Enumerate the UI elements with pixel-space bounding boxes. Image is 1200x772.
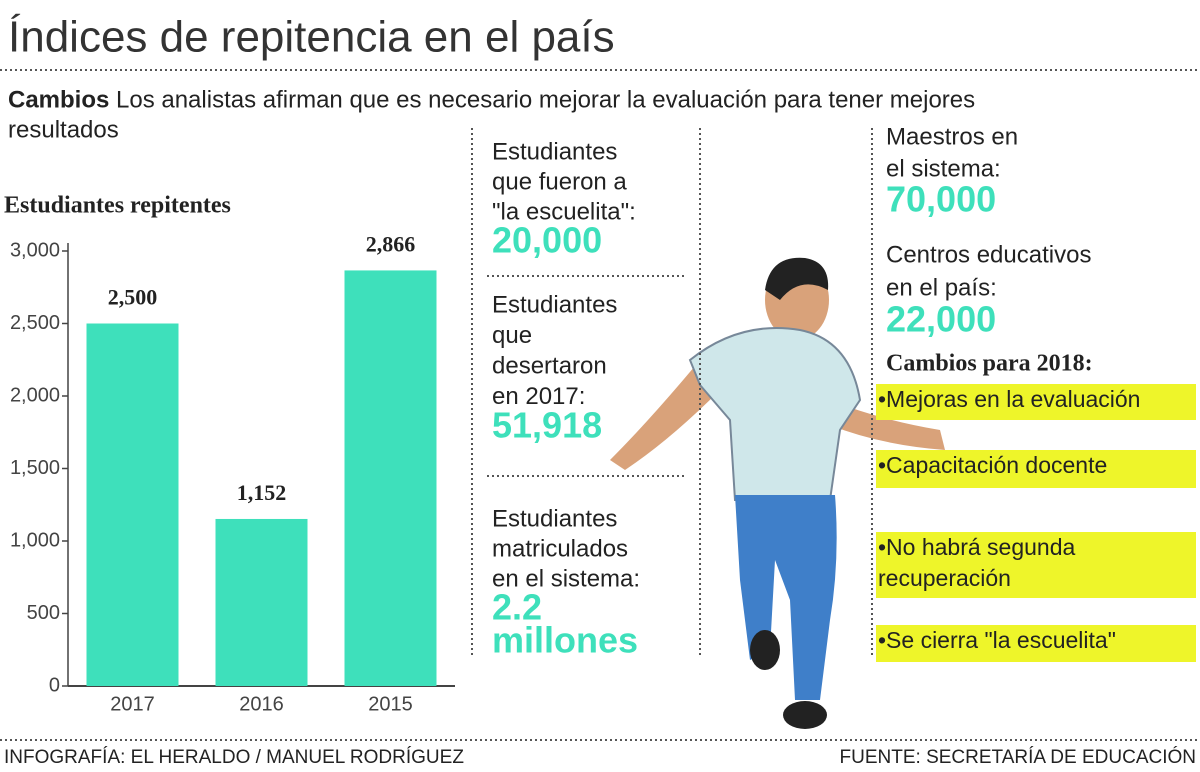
bar <box>215 518 308 686</box>
highlight-box <box>876 625 1196 662</box>
title: Índices de repitencia en el país <box>8 13 615 62</box>
stat-label: en el país: <box>886 274 997 301</box>
y-tick-label: 0 <box>49 674 60 696</box>
change-item: •Mejoras en la evaluación <box>878 386 1140 412</box>
changes-title: Cambios para 2018: <box>886 351 1093 377</box>
stat-label: el sistema: <box>886 155 1001 182</box>
value-label: 2,866 <box>366 231 416 256</box>
stat-label: que fueron a <box>492 168 627 195</box>
y-tick-label: 3,000 <box>10 239 60 261</box>
stat-label: en 2017: <box>492 383 585 410</box>
bar <box>344 270 437 686</box>
bar <box>86 323 179 686</box>
change-item: •Se cierra "la escuelita" <box>878 627 1116 653</box>
stat-value: 51,918 <box>492 405 602 446</box>
highlight-box <box>876 532 1196 598</box>
y-tick-label: 500 <box>27 602 60 624</box>
stat-value: millones <box>492 620 638 661</box>
stat-label: Maestros en <box>886 123 1018 150</box>
x-tick-label: 2017 <box>110 693 155 715</box>
y-tick-label: 2,000 <box>10 384 60 406</box>
y-tick-label: 1,500 <box>10 457 60 479</box>
stat-value: 2.2 <box>492 587 542 628</box>
stat-label: matriculados <box>492 535 628 562</box>
lead-text: Los analistas afirman que es necesario m… <box>116 86 975 113</box>
stat-label: que <box>492 322 532 349</box>
change-item: •No habrá segunda <box>878 534 1076 560</box>
value-label: 2,500 <box>108 285 158 310</box>
stat-label: Estudiantes <box>492 291 617 318</box>
stat-value: 20,000 <box>492 220 602 261</box>
footer-credit: INFOGRAFÍA: EL HERALDO / MANUEL RODRÍGUE… <box>4 747 464 768</box>
highlight-box <box>876 450 1196 488</box>
stat-label: desertaron <box>492 352 607 379</box>
highlight-box <box>876 384 1196 420</box>
chart-title: Estudiantes repitentes <box>4 193 231 219</box>
y-tick-label: 1,000 <box>10 529 60 551</box>
stat-value: 22,000 <box>886 299 996 340</box>
boy-illustration <box>610 257 945 729</box>
value-label: 1,152 <box>237 480 287 505</box>
stat-label: Estudiantes <box>492 138 617 165</box>
stat-label: Centros educativos <box>886 241 1091 268</box>
change-item: •Capacitación docente <box>878 452 1107 478</box>
stat-value: 70,000 <box>886 179 996 220</box>
lead-text: resultados <box>8 116 119 143</box>
stat-label: "la escuelita": <box>492 198 636 225</box>
x-tick-label: 2015 <box>368 693 413 715</box>
stat-label: Estudiantes <box>492 505 617 532</box>
footer-source: FUENTE: SECRETARÍA DE EDUCACIÓN <box>840 746 1196 768</box>
change-item: recuperación <box>878 565 1011 591</box>
stat-label: en el sistema: <box>492 565 640 592</box>
lead-bold: Cambios <box>8 86 109 113</box>
y-tick-label: 2,500 <box>10 312 60 334</box>
x-tick-label: 2016 <box>239 693 284 715</box>
